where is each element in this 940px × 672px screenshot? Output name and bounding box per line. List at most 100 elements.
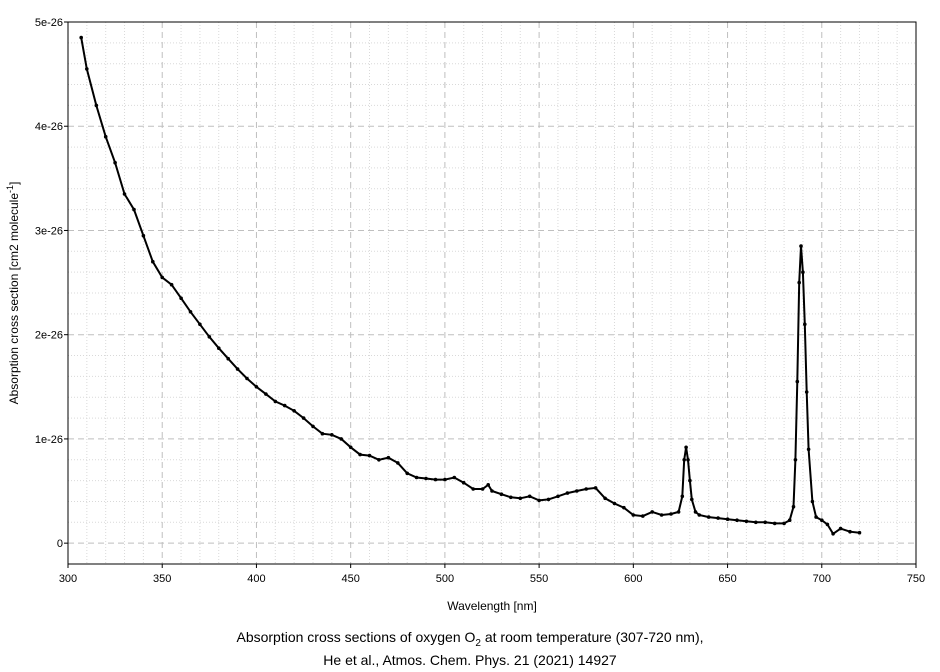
data-point [831, 532, 835, 536]
major-gridlines [68, 22, 916, 564]
data-point [716, 516, 720, 520]
data-point [292, 409, 296, 413]
data-point [207, 335, 212, 339]
y-tick-label: 1e-26 [35, 434, 63, 446]
y-axis-title: Absorption cross section [cm2 molecule-1… [5, 182, 21, 405]
data-point [132, 207, 136, 212]
data-point [797, 280, 801, 285]
data-point [857, 530, 862, 535]
caption-line-1: Absorption cross sections of oxygen O2 a… [0, 629, 940, 649]
data-point [650, 510, 654, 514]
data-point [690, 497, 694, 502]
y-axis-ticks: 0 1e-26 2e-26 3e-26 4e-26 5e-26 [35, 17, 68, 550]
data-point [725, 517, 730, 521]
data-point [151, 259, 155, 264]
data-point [122, 192, 127, 196]
data-point [330, 433, 334, 437]
y-axis-title-close: ] [7, 182, 21, 185]
x-axis-title: Wavelength [nm] [447, 599, 537, 613]
y-axis-title-exponent: -1 [5, 185, 15, 193]
data-point [682, 458, 686, 462]
x-tick-label: 700 [813, 573, 831, 585]
data-point [799, 244, 803, 248]
x-tick-label: 450 [341, 573, 359, 585]
data-point [848, 529, 852, 534]
y-axis-title-unit: molecule [7, 193, 21, 241]
data-point [188, 310, 193, 314]
data-point [320, 431, 325, 436]
data-point [301, 416, 306, 420]
data-point [659, 513, 664, 517]
data-point [490, 489, 494, 493]
data-point [806, 447, 811, 452]
data-point [754, 520, 758, 525]
data-point [179, 296, 183, 301]
data-point [141, 233, 146, 238]
data-point [480, 487, 485, 491]
x-tick-label: 400 [247, 573, 265, 585]
data-point [235, 367, 240, 371]
data-point [686, 458, 690, 462]
data-point [680, 494, 685, 499]
data-point [396, 461, 400, 465]
data-point [273, 399, 278, 404]
data-point [264, 392, 268, 396]
data-point [772, 521, 777, 526]
data-point [245, 376, 249, 381]
data-point [169, 282, 174, 287]
data-point [217, 346, 221, 351]
y-tick-label: 5e-26 [35, 17, 63, 29]
x-tick-label: 750 [907, 573, 925, 585]
data-point [688, 478, 692, 483]
data-point [527, 494, 532, 499]
data-point [735, 518, 739, 522]
series-points [79, 35, 862, 536]
minor-gridlines [68, 22, 916, 564]
data-point [814, 515, 818, 519]
caption-text-b: at room temperature (307-720 nm), [480, 629, 704, 645]
data-point [386, 455, 391, 460]
data-point [820, 518, 824, 522]
data-point [254, 385, 259, 389]
y-tick-label: 2e-26 [35, 330, 63, 342]
data-point [85, 67, 89, 71]
data-point [405, 471, 410, 476]
data-point [94, 103, 99, 108]
plot-area-frame [67, 21, 917, 565]
data-point [603, 496, 607, 501]
x-axis-ticks: 300 350 400 450 500 550 600 650 700 750 [59, 564, 925, 585]
data-point [787, 518, 792, 522]
data-point [593, 486, 598, 490]
data-point [693, 510, 698, 514]
data-point [795, 379, 800, 384]
data-point [684, 445, 688, 450]
data-point [486, 483, 491, 487]
data-point [537, 498, 541, 503]
data-point [499, 492, 504, 497]
y-tick-label: 0 [57, 538, 63, 550]
data-point [838, 526, 843, 531]
x-tick-label: 650 [718, 573, 736, 585]
x-tick-label: 500 [436, 573, 454, 585]
data-point [801, 270, 805, 275]
data-point [793, 458, 798, 462]
data-point [113, 160, 117, 165]
data-point [744, 519, 749, 524]
data-point [311, 424, 315, 429]
data-point [518, 496, 523, 501]
data-point [706, 515, 711, 519]
data-point [377, 458, 381, 462]
data-point [810, 499, 815, 504]
caption-subscript: 2 [475, 637, 481, 649]
data-point [348, 445, 353, 450]
chart: 300 350 400 450 500 550 600 650 700 750 0 1e-26 2e-… [5, 17, 925, 613]
data-point [622, 505, 626, 510]
data-point [641, 514, 645, 518]
data-point [339, 437, 344, 441]
y-axis-title-main: Absorption cross section [cm2 [7, 241, 21, 404]
data-point [452, 475, 457, 480]
data-point [424, 476, 428, 481]
data-point [198, 322, 202, 327]
data-point [556, 494, 560, 499]
data-point [443, 477, 447, 482]
